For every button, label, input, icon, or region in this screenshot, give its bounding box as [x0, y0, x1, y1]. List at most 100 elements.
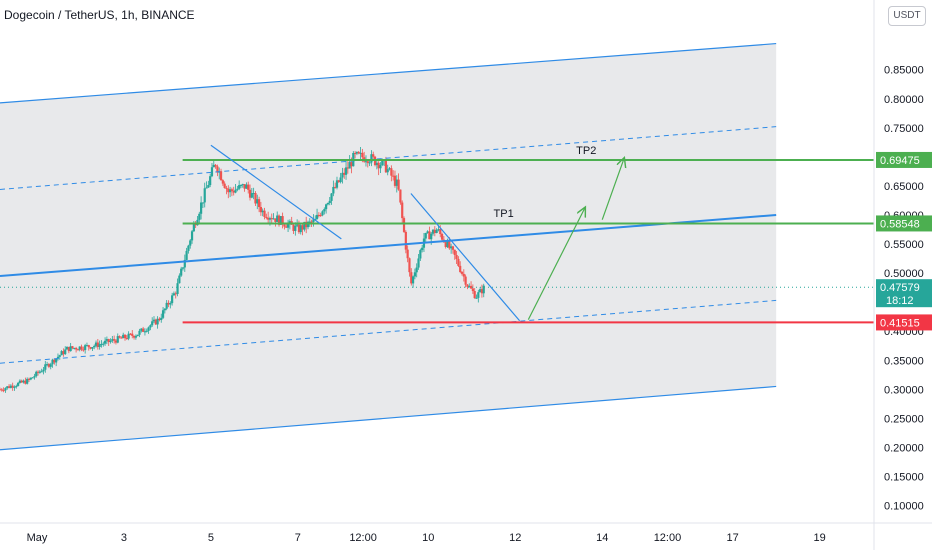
candle-body: [55, 358, 58, 363]
price-tag-countdown: 18:12: [886, 295, 914, 307]
currency-unit-button[interactable]: USDT: [888, 6, 926, 26]
channel-lower-line: [0, 385, 777, 451]
candle-body: [118, 336, 121, 338]
candle-body: [366, 161, 369, 163]
candle-body: [279, 216, 282, 225]
candle-body: [89, 347, 92, 349]
candle-body: [120, 337, 123, 339]
candle-body: [283, 224, 286, 227]
candle-body: [40, 371, 43, 373]
candle-body: [29, 377, 32, 380]
candle-body: [156, 318, 159, 325]
candle-body: [379, 165, 382, 169]
candle-body: [85, 345, 89, 347]
channel-lower-dashed-line: [0, 299, 777, 364]
candle-body: [71, 346, 74, 349]
candle-body: [462, 273, 465, 277]
candle-body: [343, 172, 346, 175]
candle-body: [203, 188, 206, 203]
candle-body: [344, 167, 348, 175]
candle-body: [56, 356, 60, 359]
candle-body: [370, 154, 373, 163]
candle-body: [82, 349, 85, 351]
candle-body: [459, 265, 462, 272]
candle-body: [62, 351, 65, 355]
candle-body: [421, 247, 424, 251]
candle-body: [413, 272, 416, 277]
candle-body: [35, 371, 38, 377]
candle-body: [471, 288, 474, 292]
candle-body: [232, 190, 235, 193]
candle-body: [102, 343, 105, 345]
candle-body: [303, 221, 306, 230]
target-arrow-0: [527, 208, 585, 320]
candle-body: [440, 234, 444, 240]
price-tag-label: 0.69475: [880, 155, 920, 167]
candle-body: [296, 224, 299, 226]
candle-body: [350, 162, 353, 167]
candle-body: [219, 171, 223, 181]
candle-body: [151, 321, 154, 326]
target-arrow-1: [601, 159, 624, 220]
x-tick-label: 12: [509, 532, 521, 544]
candle-body: [381, 160, 384, 166]
candle-body: [181, 267, 185, 269]
annotation-tp2: TP2: [576, 145, 596, 157]
candle-body: [114, 340, 118, 343]
candle-body: [209, 176, 212, 186]
candle-body: [64, 349, 67, 355]
y-tick-label: 0.35000: [884, 355, 924, 367]
candle-body: [359, 152, 362, 154]
candle-body: [20, 380, 23, 383]
candle-body: [439, 229, 442, 235]
candle-body: [94, 342, 98, 346]
y-tick-label: 0.75000: [884, 123, 924, 135]
candle-body: [477, 292, 480, 298]
candle-body: [455, 254, 458, 259]
candle-body: [308, 221, 311, 223]
x-tick-label: May: [27, 532, 48, 544]
candle-body: [0, 389, 2, 391]
candle-body: [140, 328, 143, 331]
candle-body: [305, 221, 308, 228]
candle-body: [143, 331, 147, 333]
channel-fill: [0, 43, 777, 450]
candle-body: [192, 224, 195, 232]
candle-body: [31, 377, 34, 379]
candle-body: [433, 229, 436, 234]
candle-body: [390, 168, 393, 176]
candle-body: [216, 166, 219, 173]
candle-body: [431, 229, 435, 234]
candle-body: [247, 184, 250, 190]
candle-body: [435, 229, 438, 234]
candle-body: [80, 346, 83, 350]
candle-body: [132, 335, 136, 338]
candle-body: [27, 378, 31, 380]
channel-mid-line: [0, 214, 777, 278]
candle-body: [58, 355, 61, 357]
candle-body: [451, 246, 455, 250]
candle-body: [306, 221, 310, 228]
candle-body: [267, 217, 270, 220]
candle-body: [44, 364, 47, 370]
channel-upper-line: [0, 42, 777, 104]
candle-body: [190, 231, 194, 241]
y-tick-label: 0.10000: [884, 501, 924, 513]
y-tick-label: 0.15000: [884, 472, 924, 484]
candle-body: [53, 359, 56, 363]
x-tick-label: 12:00: [349, 532, 377, 544]
candle-body: [234, 189, 237, 193]
candle-body: [74, 347, 78, 350]
candle-body: [466, 284, 469, 287]
candle-body: [36, 371, 40, 373]
candle-body: [174, 293, 177, 295]
candle-body: [469, 285, 473, 289]
candle-body: [13, 386, 16, 388]
candle-body: [415, 267, 418, 273]
candle-body: [299, 225, 302, 233]
candle-body: [285, 226, 288, 228]
candle-body: [321, 211, 324, 216]
candle-body: [368, 162, 371, 164]
candle-body: [176, 283, 179, 294]
